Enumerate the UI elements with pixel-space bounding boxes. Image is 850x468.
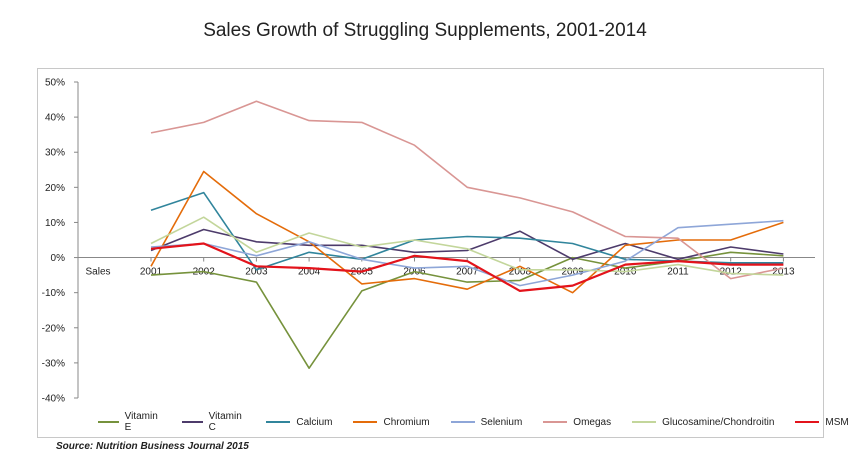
legend-label: Selenium: [480, 416, 523, 428]
x-tick-label: 2011: [667, 267, 689, 278]
legend-swatch: [450, 421, 475, 423]
chart-legend: Vitamin E Vitamin C Calcium Chromium Seleniu…: [98, 411, 850, 433]
y-tick-label: -30%: [42, 358, 65, 369]
legend-swatch: [795, 421, 820, 423]
legend-swatch: [543, 421, 568, 423]
series-line-vitamin-c: [150, 228, 784, 261]
y-tick-label: -10%: [42, 288, 65, 299]
x-tick-label: 2013: [772, 267, 795, 278]
legend-item-omegas: Omegas: [543, 417, 611, 428]
x-tick-label: 2009: [561, 267, 584, 278]
y-tick-label: -40%: [42, 394, 65, 405]
series-line-omegas: [150, 100, 784, 280]
legend-swatch: [182, 421, 203, 423]
y-tick-label: 20%: [45, 183, 65, 194]
legend-label: Vitamin E: [124, 411, 158, 433]
legend-swatch: [98, 421, 119, 423]
x-tick-label: 2003: [245, 267, 268, 278]
legend-swatch: [266, 421, 291, 423]
legend-label: Omegas: [573, 416, 612, 428]
x-tick-label: 2008: [509, 267, 532, 278]
y-tick-label: 40%: [45, 113, 65, 124]
legend-swatch: [632, 421, 657, 423]
legend-label: Calcium: [296, 416, 333, 428]
legend-item-vitamin-c: Vitamin C: [182, 411, 245, 433]
series-line-chromium: [150, 170, 784, 294]
y-tick-label: 0%: [51, 253, 66, 264]
series-line-msm: [150, 242, 784, 292]
legend-item-selenium: Selenium: [450, 416, 523, 428]
x-tick-label: 2004: [298, 267, 321, 278]
y-tick-label: 50%: [45, 78, 65, 89]
y-tick-label: -20%: [42, 323, 65, 334]
legend-item-vitamin-e: Vitamin E: [98, 411, 161, 433]
legend-item-chromium: Chromium: [353, 416, 430, 428]
chart-title: Sales Growth of Struggling Supplements, …: [203, 20, 647, 41]
legend-label: Vitamin C: [208, 411, 242, 433]
legend-label: MSM: [825, 416, 849, 428]
x-tick-label: 2012: [720, 267, 743, 278]
series-line-selenium: [150, 219, 784, 287]
legend-label: Chromium: [383, 416, 430, 428]
series-line-glucosamine-chondroitin: [150, 216, 784, 276]
source-note: Source: Nutrition Business Journal 2015: [56, 441, 249, 452]
x-tick-label: 2001: [140, 267, 163, 278]
category-axis-label: Sales: [85, 267, 110, 278]
legend-item-msm: MSM: [795, 416, 849, 428]
x-tick-label: 2007: [456, 267, 479, 278]
legend-item-glucosamine-chondroitin: Glucosamine/Chondroitin: [632, 417, 774, 428]
y-tick-label: 30%: [45, 148, 65, 159]
y-tick-label: 10%: [45, 218, 65, 229]
legend-swatch: [353, 421, 378, 423]
legend-item-calcium: Calcium: [266, 417, 332, 428]
legend-label: Glucosamine/Chondroitin: [662, 416, 775, 428]
